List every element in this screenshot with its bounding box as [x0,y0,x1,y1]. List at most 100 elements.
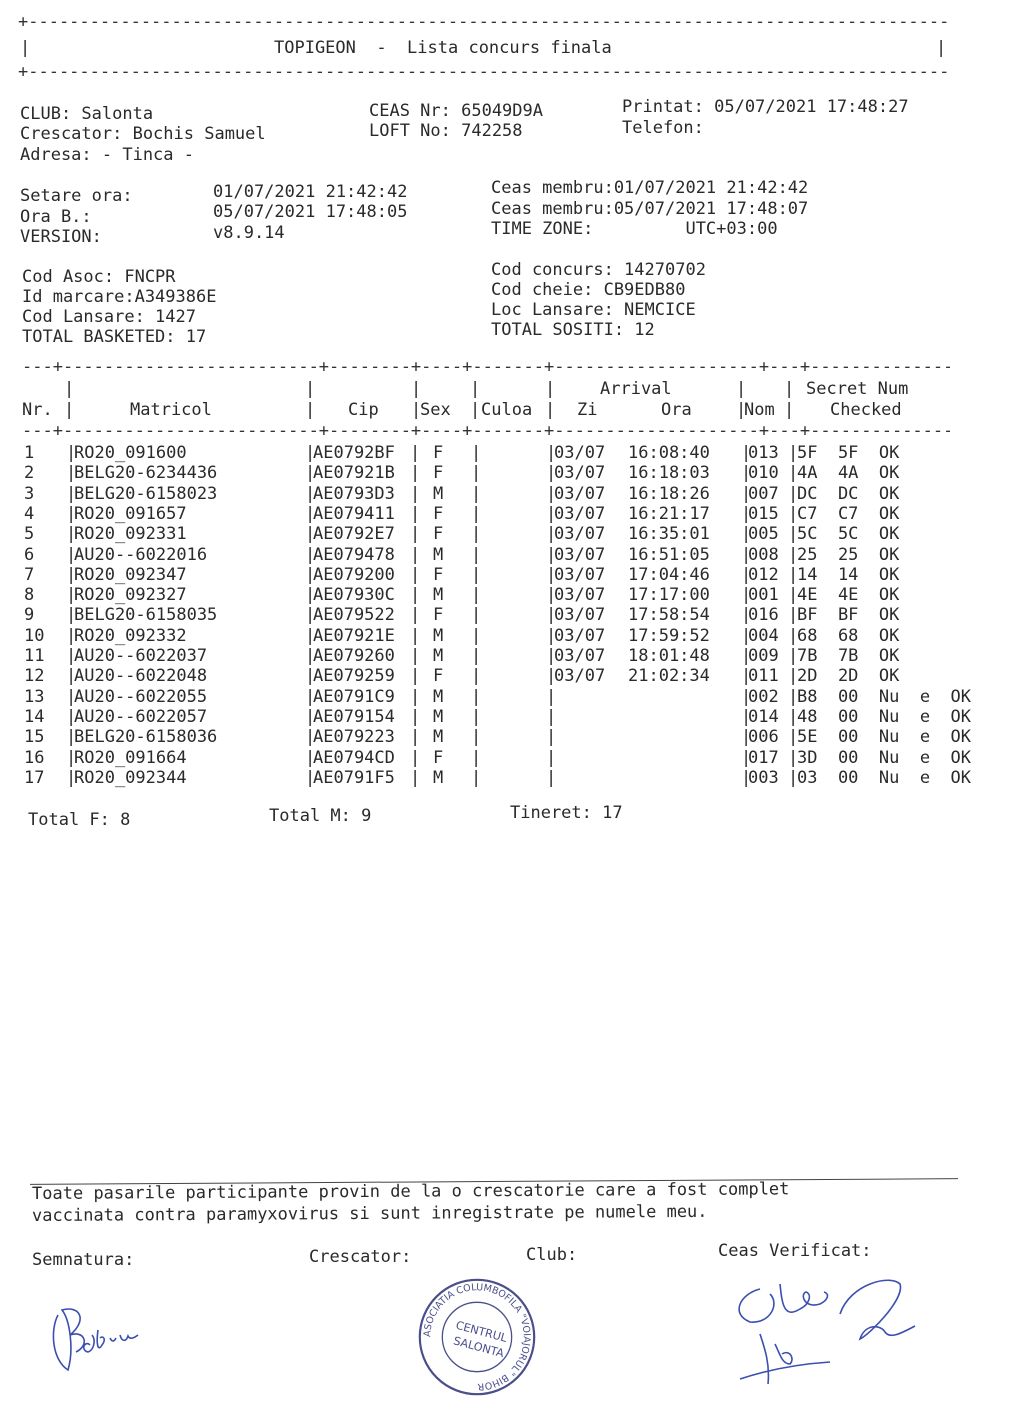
column-divider: | [546,646,557,666]
table-row: 10 | RO20_092332 | AE07921E | M | | 03/07 17:59:52… [0,626,1024,646]
row-secret: 5C 5C OK [797,524,900,545]
row-nom: 016 [748,605,779,626]
row-sex: F [433,443,444,463]
column-divider: | [64,379,75,399]
row-matricol: RO20_092331 [74,524,187,545]
row-matricol: RO20_092327 [74,585,187,606]
row-nom: 009 [748,646,779,666]
club-label: Club: [526,1245,578,1265]
row-nr: 1 [24,443,35,463]
row-matricol: RO20_091664 [74,747,187,768]
column-divider: | [471,605,482,626]
column-divider: | [66,605,77,626]
club-stamp: CENTRUL SALONTA ASOCIATIA COLUMBOFILA "V… [418,1278,536,1396]
telefon: Telefon: [622,118,704,138]
column-divider: | [741,646,752,666]
row-cip: AE079259 [313,666,395,687]
cod-cheie: Cod cheie: CB9EDB80 [491,280,686,300]
table-header-nom: Nom [744,400,775,420]
row-secret: 25 25 OK [797,544,900,565]
column-divider: | [546,625,557,646]
row-cip: AE079522 [313,605,395,626]
row-matricol: RO20_092347 [74,564,187,585]
row-ora: 21:02:34 [628,666,710,687]
column-divider: | [410,564,421,585]
row-cip: AE0794CD [313,747,395,768]
row-sex: F [433,524,444,545]
ora-b-value: 05/07/2021 17:48:05 [213,202,408,222]
crescator-signature [52,1308,139,1372]
column-divider: | [66,727,77,748]
row-nom: 007 [748,483,779,504]
row-nom: 013 [748,443,779,463]
row-cip: AE07921B [313,463,395,484]
row-nr: 16 [24,747,45,768]
column-divider: | [410,585,421,606]
column-divider: | [784,400,795,420]
row-matricol: RO20_091657 [74,503,187,524]
column-divider: | [788,443,799,463]
row-zi: 03/07 [554,585,606,606]
row-nr: 4 [24,503,35,524]
row-nr: 3 [24,483,35,504]
column-divider: | [546,524,557,545]
row-secret: B8 00 Nu e OK [797,686,971,707]
table-header-matricol: Matricol [130,400,212,420]
column-divider: | [741,503,752,524]
column-divider: | [471,625,482,646]
column-divider: | [471,463,482,484]
row-secret: 2D 2D OK [797,666,900,687]
row-matricol: RO20_091600 [74,443,187,463]
row-cip: AE07930C [313,585,395,606]
declaration-line-1: Toate pasarile participante provin de la… [31,1179,790,1204]
row-secret: 48 00 Nu e OK [797,706,971,727]
column-divider: | [741,747,752,768]
adresa: Adresa: - Tinca - [20,145,194,165]
column-divider: | [788,483,799,504]
column-divider: | [410,747,421,768]
column-divider: | [736,379,747,399]
row-nom: 008 [748,544,779,565]
column-divider: | [471,585,482,606]
table-row: 12 | AU20--6022048 | AE079259 | F | | 03/07 21:02:… [0,666,1024,686]
row-nr: 17 [24,767,45,788]
column-divider: | [305,564,316,585]
row-sex: M [433,646,444,666]
column-divider: | [788,564,799,585]
column-divider: | [66,666,77,687]
column-divider: | [788,605,799,626]
row-secret: 5F 5F OK [797,443,900,463]
column-divider: | [305,767,316,788]
column-divider: | [471,564,482,585]
row-nom: 015 [748,503,779,524]
table-row: 4 | RO20_091657 | AE079411 | F | | 03/07 16:21:17 |… [0,504,1024,524]
column-divider: | [66,625,77,646]
title-border-top: +---------------------------------------… [18,12,948,32]
row-nr: 11 [24,646,45,666]
row-zi: 03/07 [554,503,606,524]
table-row: 13 | AU20--6022055 | AE0791C9 | M | | | 002 | B8 00 … [0,687,1024,707]
column-divider: | [66,463,77,484]
column-divider: | [305,483,316,504]
row-sex: F [433,463,444,484]
tineret: Tineret: 17 [510,803,623,823]
table-row: 5 | RO20_092331 | AE0792E7 | F | | 03/07 16:35:01 |… [0,524,1024,544]
column-divider: | [305,686,316,707]
table-header-secret-num: Secret Num [806,379,909,399]
column-divider: | [471,646,482,666]
club: CLUB: Salonta [20,104,154,124]
row-zi: 03/07 [554,646,606,666]
row-secret: 3D 00 Nu e OK [797,747,971,768]
cod-asoc: Cod Asoc: FNCPR [22,267,176,287]
row-ora: 16:08:40 [628,443,710,463]
column-divider: | [66,646,77,666]
crescator: Crescator: Bochis Samuel [20,124,266,144]
row-zi: 03/07 [554,443,606,463]
column-divider: | [546,767,557,788]
column-divider: | [305,544,316,565]
row-zi: 03/07 [554,544,606,565]
column-divider: | [471,767,482,788]
row-secret: 68 68 OK [797,625,900,646]
row-matricol: AU20--6022016 [74,544,208,565]
row-matricol: BELG20-6158035 [74,605,218,626]
